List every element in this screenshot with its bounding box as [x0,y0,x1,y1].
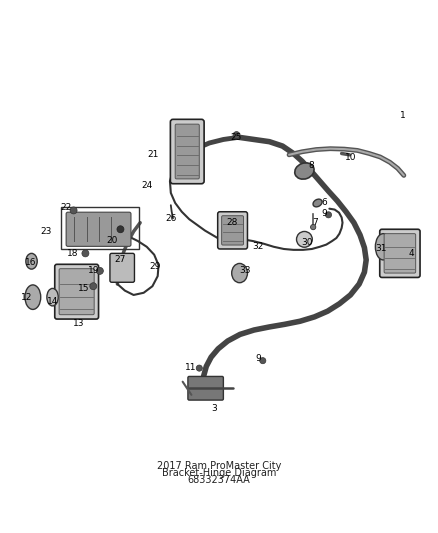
Text: 31: 31 [375,245,387,254]
Ellipse shape [26,253,37,269]
Circle shape [96,268,103,274]
Text: 8: 8 [308,161,314,170]
Text: 26: 26 [165,214,177,223]
Text: 4: 4 [409,249,414,258]
Text: 6: 6 [321,198,327,207]
Circle shape [117,226,124,233]
FancyBboxPatch shape [59,269,94,314]
Text: 20: 20 [106,236,117,245]
Circle shape [196,365,202,371]
Ellipse shape [375,233,391,260]
Text: 1: 1 [400,111,406,120]
Text: Bracket-Hinge Diagram: Bracket-Hinge Diagram [162,468,276,478]
Text: 28: 28 [226,218,238,227]
Text: 10: 10 [345,152,356,161]
Text: 11: 11 [185,363,196,372]
Text: 29: 29 [150,262,161,271]
Bar [61,207,139,249]
Text: 30: 30 [301,238,312,247]
Ellipse shape [47,288,58,306]
Text: 18: 18 [67,249,78,258]
Text: 25: 25 [231,133,242,142]
Text: 14: 14 [47,297,58,306]
Text: 13: 13 [73,319,85,328]
Text: 9: 9 [255,354,261,363]
Circle shape [260,358,266,364]
Text: 33: 33 [240,266,251,276]
FancyBboxPatch shape [222,216,244,245]
Circle shape [297,231,312,247]
FancyBboxPatch shape [384,233,416,273]
FancyBboxPatch shape [170,119,204,184]
Circle shape [90,282,97,290]
Text: 15: 15 [78,284,89,293]
Text: 12: 12 [21,293,32,302]
Circle shape [82,250,89,257]
Circle shape [311,224,316,230]
Text: 32: 32 [253,243,264,251]
Text: 23: 23 [40,227,52,236]
FancyBboxPatch shape [66,212,131,246]
FancyBboxPatch shape [218,212,247,249]
Ellipse shape [25,285,41,310]
Text: 24: 24 [141,181,152,190]
Text: 2017 Ram ProMaster City: 2017 Ram ProMaster City [157,461,281,471]
Text: 68332374AA: 68332374AA [187,475,251,485]
Ellipse shape [232,263,247,282]
Text: 16: 16 [25,257,36,266]
Circle shape [70,207,77,214]
Circle shape [325,212,332,218]
Text: 7: 7 [312,218,318,227]
FancyBboxPatch shape [175,124,199,179]
FancyBboxPatch shape [55,264,99,319]
Text: 21: 21 [148,150,159,159]
Text: 9: 9 [321,209,327,219]
Text: 22: 22 [60,203,71,212]
Ellipse shape [313,199,322,207]
Text: 27: 27 [115,255,126,264]
FancyBboxPatch shape [188,376,223,400]
FancyBboxPatch shape [380,229,420,278]
Circle shape [233,132,240,139]
Text: 19: 19 [88,266,100,276]
Text: 3: 3 [212,405,218,414]
Ellipse shape [295,163,314,179]
FancyBboxPatch shape [110,253,134,282]
